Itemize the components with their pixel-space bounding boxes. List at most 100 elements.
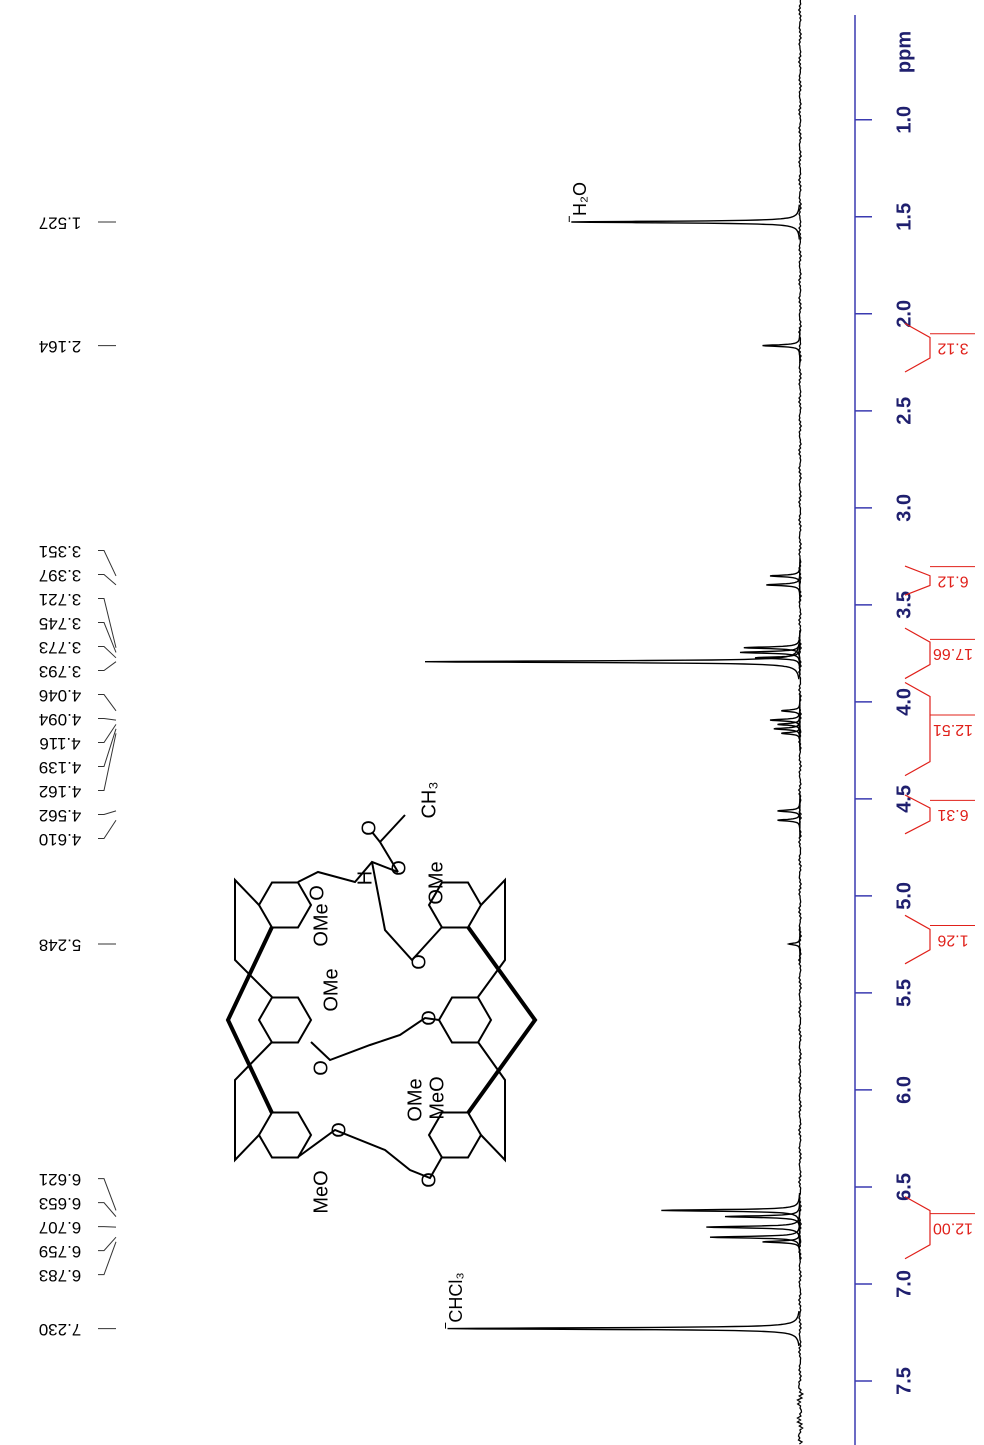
peak (769, 558, 801, 594)
peak-label: 4.139 (39, 758, 82, 777)
x-tick-label: 2.0 (893, 300, 915, 328)
atom-label: OMe (310, 903, 332, 946)
peak-label: 5.248 (39, 936, 82, 955)
label-connector (98, 724, 117, 744)
label-connector (98, 661, 117, 672)
peak-label: 4.116 (39, 734, 80, 753)
label-connector (98, 810, 117, 816)
ring (257, 881, 313, 929)
peak-label: 4.610 (39, 830, 82, 849)
integral-label: 12.00 (933, 1219, 973, 1236)
atom-label: OMe (425, 861, 447, 904)
ring (257, 1111, 313, 1159)
label-connector (98, 819, 117, 840)
peak (447, 1311, 800, 1347)
x-tick-label: 3.0 (893, 494, 915, 522)
x-tick-label: 5.0 (893, 882, 915, 910)
label-connector (98, 1178, 117, 1211)
x-tick-label: 6.0 (893, 1076, 915, 1104)
integral-bracket (904, 794, 931, 835)
peak-label: 3.351 (39, 542, 82, 561)
x-tick-label: 7.0 (893, 1270, 915, 1298)
x-axis-label: ppm (893, 31, 915, 73)
bridge (466, 925, 538, 1115)
label-connector (98, 646, 117, 659)
x-tick-label: 3.5 (893, 591, 915, 619)
label-connector (98, 733, 117, 792)
peak (424, 644, 800, 680)
peak (754, 640, 801, 676)
linker (310, 1016, 440, 1062)
peak-label: 3.721 (39, 590, 82, 609)
peak-label: 4.094 (39, 710, 82, 729)
integral-label: 6.31 (937, 806, 968, 823)
atom-label: O (310, 1060, 332, 1076)
label-connector (98, 598, 117, 648)
integral-label: 3.12 (937, 340, 968, 357)
peak-label: 3.745 (39, 614, 82, 633)
atom-label: OMe (404, 1078, 426, 1121)
label-connector (98, 718, 117, 721)
bridge (234, 877, 273, 998)
integral-label: 17.66 (933, 645, 973, 662)
peak (766, 567, 801, 603)
bridge (477, 1041, 506, 1163)
label-connector (98, 574, 117, 586)
x-tick-label: 2.5 (893, 397, 915, 425)
label-connector (98, 728, 117, 768)
linker (297, 1128, 443, 1180)
peak-label: 4.046 (39, 686, 82, 705)
atom-label: H (354, 871, 376, 885)
peak-label: 3.793 (39, 662, 82, 681)
atom-label: O (418, 1010, 440, 1026)
bridge (225, 926, 274, 1114)
peak-label: 4.562 (39, 806, 82, 825)
peak-label: 6.621 (39, 1170, 82, 1189)
integral-bracket (904, 565, 931, 596)
atom-label: O (306, 885, 328, 901)
x-tick-label: 4.5 (893, 785, 915, 813)
integral-bracket (904, 627, 931, 680)
peak (762, 1224, 801, 1260)
integral-bracket (904, 914, 931, 965)
atom-label: CH₃ (418, 781, 440, 818)
peak-label: 2.164 (39, 337, 82, 356)
peak-label: 3.397 (39, 566, 82, 585)
annotation: H₂O (570, 182, 590, 216)
peak-label: 4.162 (39, 782, 82, 801)
integral-bracket (904, 681, 931, 777)
peak (706, 1209, 801, 1245)
label-connector (98, 1202, 117, 1217)
x-tick-label: 1.5 (893, 203, 915, 231)
peak-label: 6.707 (39, 1218, 82, 1237)
x-tick-label: 5.5 (893, 979, 915, 1007)
peak (762, 328, 801, 364)
peak (777, 802, 801, 838)
peak (571, 204, 800, 240)
x-tick-label: 6.5 (893, 1173, 915, 1201)
bridge (477, 877, 506, 998)
peak-label: 6.653 (39, 1194, 82, 1213)
integral-label: 12.51 (933, 721, 973, 738)
atom-label: MeO (310, 1170, 332, 1213)
atom-label: O (328, 1122, 350, 1138)
bridge (234, 1041, 273, 1163)
annotation: CHCl₃ (446, 1272, 466, 1322)
atom-label: O (358, 820, 380, 836)
peak (661, 1192, 801, 1228)
atom-label: OMe (320, 968, 342, 1011)
ring (437, 996, 493, 1044)
label-connector (98, 1236, 117, 1252)
peak (777, 793, 801, 829)
atom-label: O (388, 860, 410, 876)
atom-label: O (418, 1172, 440, 1188)
peak (781, 715, 801, 751)
peak-label: 6.783 (39, 1266, 82, 1285)
label-connector (98, 550, 117, 577)
linker (371, 861, 443, 962)
atom-label: O (408, 954, 430, 970)
x-tick-label: 1.0 (893, 106, 915, 134)
x-tick-label: 7.5 (893, 1367, 915, 1395)
integral-label: 6.12 (937, 572, 968, 589)
